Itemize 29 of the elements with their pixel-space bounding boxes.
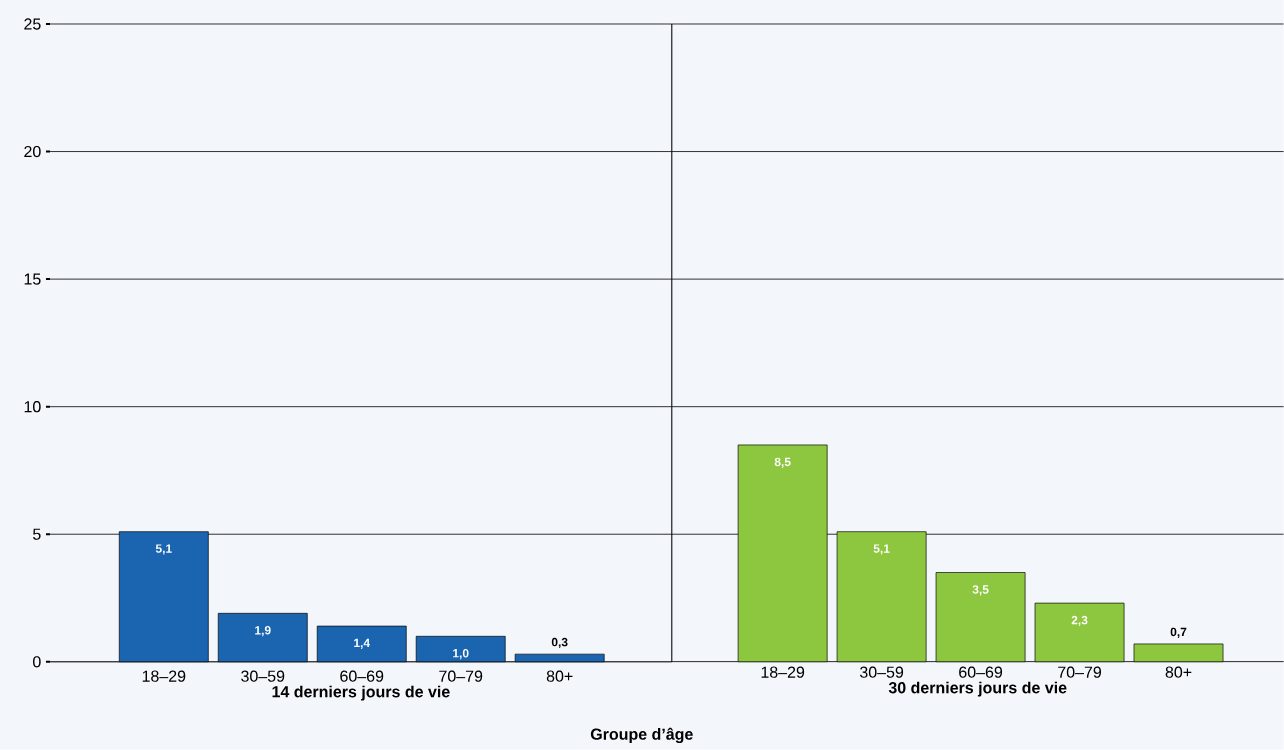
data-label: 5,1	[155, 544, 172, 555]
x-tick-label: 80+	[546, 670, 573, 682]
x-tick-label: 70–79	[439, 670, 483, 682]
x-tick-label: 60–69	[340, 670, 384, 682]
y-tick-label: 15	[24, 273, 41, 285]
y-tick-label: 0	[33, 656, 41, 668]
x-tick-label: 70–79	[1058, 666, 1102, 678]
x-tick-label: 30–59	[859, 666, 904, 678]
x-tick-label: 18–29	[761, 666, 805, 678]
x-tick-label: 60–69	[959, 666, 1003, 678]
x-tick-label: 18–29	[142, 670, 186, 682]
text: Groupe d’âge	[590, 727, 693, 744]
x-axis-title: 30 derniers jours de vie	[888, 681, 1067, 697]
data-label: 3,5	[972, 585, 989, 596]
y-tick-label: 5	[33, 528, 41, 540]
data-label: 1,4	[354, 638, 371, 650]
data-label: 0,7	[1170, 627, 1187, 639]
x-axis-title: 14 derniers jours de vie	[272, 685, 450, 701]
x-tick-label: 30–59	[241, 670, 285, 682]
y-tick-label: 10	[24, 401, 41, 413]
data-label: 5,1	[873, 544, 890, 555]
data-label: 8,5	[774, 457, 791, 468]
data-label: 1,0	[453, 649, 469, 660]
data-label: 2,3	[1071, 615, 1088, 627]
data-label: 0,3	[551, 637, 568, 649]
data-label: 1,9	[255, 626, 271, 637]
y-tick-label: 20	[24, 146, 41, 158]
y-tick-label: 25	[24, 18, 41, 30]
x-tick-label: 80+	[1165, 666, 1192, 678]
